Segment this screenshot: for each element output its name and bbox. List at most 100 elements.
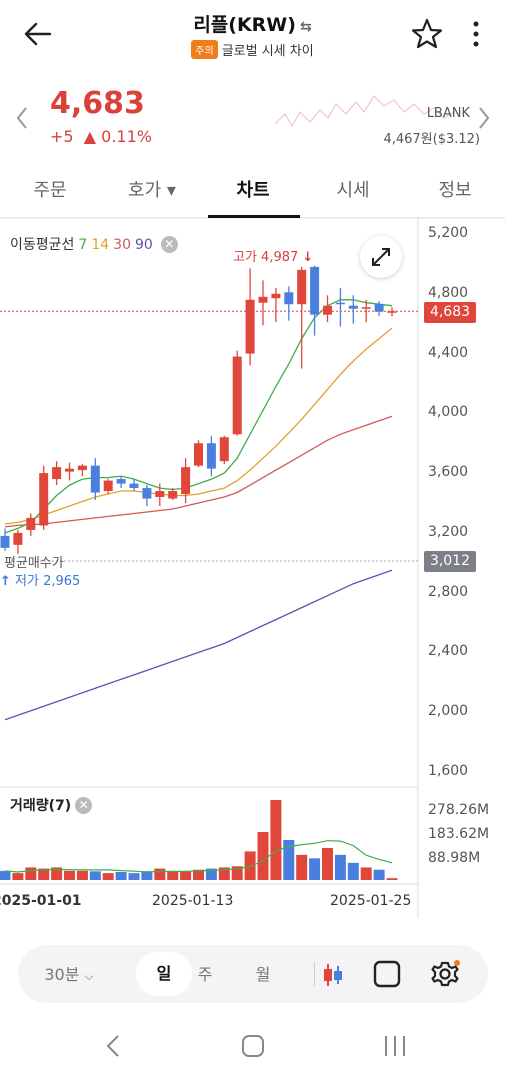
volume-bar	[154, 868, 166, 880]
volume-bar	[296, 854, 308, 880]
candle-body	[77, 465, 87, 471]
candle-body	[0, 535, 10, 548]
volume-tick-label: 278.26M	[428, 802, 490, 818]
avg-buy-price-tag: 3,012	[424, 551, 476, 572]
volume-bar	[102, 873, 114, 880]
swap-icon[interactable]: ⇆	[299, 19, 312, 35]
interval-select[interactable]: 30분 ⌵	[36, 961, 102, 985]
back-arrow-icon[interactable]	[20, 18, 60, 50]
volume-bar	[360, 867, 372, 880]
volume-legend-title: 거래량(7)	[10, 798, 72, 814]
candle-body	[297, 269, 307, 305]
candle-body	[103, 480, 113, 492]
candle-body	[13, 532, 23, 545]
candle-body	[271, 293, 281, 299]
y-tick-label: 4,400	[428, 344, 469, 361]
candle-body	[348, 305, 358, 309]
volume-bar	[322, 848, 333, 880]
volume-close-icon[interactable]: ✕	[75, 797, 93, 814]
tab-chart[interactable]: 차트	[236, 180, 270, 201]
x-tick-label: 2025-01-25	[330, 893, 412, 909]
tab-bar: 주문 호가 ▾ 차트 시세 정보	[0, 168, 505, 218]
tab-order[interactable]: 주문	[33, 180, 67, 201]
volume-bar	[193, 869, 204, 880]
x-tick-label: 2025-01-13	[152, 893, 234, 909]
ma-legend[interactable]: 이동평균선 7 14 30 90 ✕	[10, 234, 182, 254]
change-pct: ▲ 0.11%	[83, 127, 152, 146]
sparkline	[274, 95, 456, 128]
volume-bar	[334, 854, 346, 880]
candle-body	[116, 479, 126, 484]
nav-home-icon[interactable]	[242, 1035, 264, 1057]
expand-icon	[372, 248, 390, 266]
chart-square-icon[interactable]	[372, 959, 402, 989]
nav-back-icon[interactable]	[106, 1035, 119, 1057]
tab-orderbook[interactable]: 호가 ▾	[128, 180, 176, 201]
low-price-text: 저가 2,965	[15, 574, 81, 589]
volume-bar	[38, 868, 50, 880]
nav-recents-icon[interactable]	[385, 1036, 405, 1056]
ma7-line	[4, 299, 393, 534]
candle-body	[323, 305, 332, 315]
volume-bar	[89, 871, 101, 880]
period-week[interactable]: 주	[197, 965, 213, 984]
price-chart[interactable]	[0, 218, 505, 918]
ma90-line	[4, 569, 393, 721]
gear-icon[interactable]	[428, 957, 462, 991]
y-tick-label: 2,000	[428, 703, 469, 720]
chevron-left-icon[interactable]	[10, 102, 34, 134]
volume-bar	[218, 867, 230, 880]
y-tick-label: 3,200	[428, 523, 469, 540]
page-title: 리플(KRW) ⇆	[0, 10, 505, 37]
x-tick-label: 2025-01-01	[0, 893, 82, 909]
candle-body	[310, 266, 320, 315]
star-icon[interactable]	[408, 15, 446, 53]
chevron-right-icon[interactable]	[472, 102, 496, 134]
high-price-label: 고가 4,987 ↓	[233, 246, 313, 265]
high-price-text: 고가 4,987	[233, 250, 299, 265]
y-tick-label: 5,200	[428, 225, 469, 241]
candle-body	[258, 296, 268, 303]
close-icon[interactable]: ✕	[160, 236, 178, 253]
toolbar-divider	[314, 962, 315, 986]
volume-bar	[128, 873, 140, 880]
y-tick-label: 4,800	[428, 284, 469, 301]
period-month[interactable]: 월	[255, 965, 271, 984]
volume-legend[interactable]: 거래량(7) ✕	[10, 795, 93, 815]
volume-ma-line	[4, 840, 393, 873]
current-price-tag: 4,683	[424, 302, 476, 323]
period-day[interactable]: 일	[136, 952, 192, 996]
volume-bar	[51, 867, 63, 880]
volume-bar	[347, 862, 359, 880]
volume-tick-label: 183.62M	[428, 826, 490, 842]
chevron-down-icon: ⌵	[84, 969, 94, 983]
candle-body	[155, 491, 165, 498]
candle-body	[374, 304, 384, 312]
ma90-label: 90	[134, 237, 153, 253]
price-change: +5 ▲ 0.11%	[50, 127, 152, 146]
volume-bar	[309, 858, 321, 880]
volume-bar	[141, 871, 153, 880]
more-icon[interactable]	[466, 16, 486, 52]
exchange-price: 4,467원($3.12)	[383, 132, 480, 147]
volume-bar	[12, 873, 24, 880]
volume-bar	[115, 872, 127, 880]
candle-body	[65, 468, 74, 472]
candle-body	[361, 307, 371, 309]
expand-button[interactable]	[360, 236, 402, 278]
ma30-label: 30	[113, 237, 131, 253]
candle-body	[168, 491, 178, 499]
tab-info[interactable]: 정보	[438, 180, 472, 201]
candle-body	[90, 465, 100, 493]
global-price-diff[interactable]: 주의 글로벌 시세 차이	[0, 40, 505, 59]
volume-bar	[283, 840, 295, 880]
ma14-line	[4, 327, 393, 525]
candlestick-icon[interactable]	[318, 960, 348, 990]
volume-tick-label: 88.98M	[428, 850, 481, 866]
y-tick-label: 3,600	[428, 464, 469, 481]
change-abs: +5	[50, 127, 74, 146]
volume-bar	[257, 832, 269, 880]
tab-market-price[interactable]: 시세	[336, 180, 370, 201]
volume-bar	[25, 867, 37, 880]
candle-body	[284, 292, 294, 305]
